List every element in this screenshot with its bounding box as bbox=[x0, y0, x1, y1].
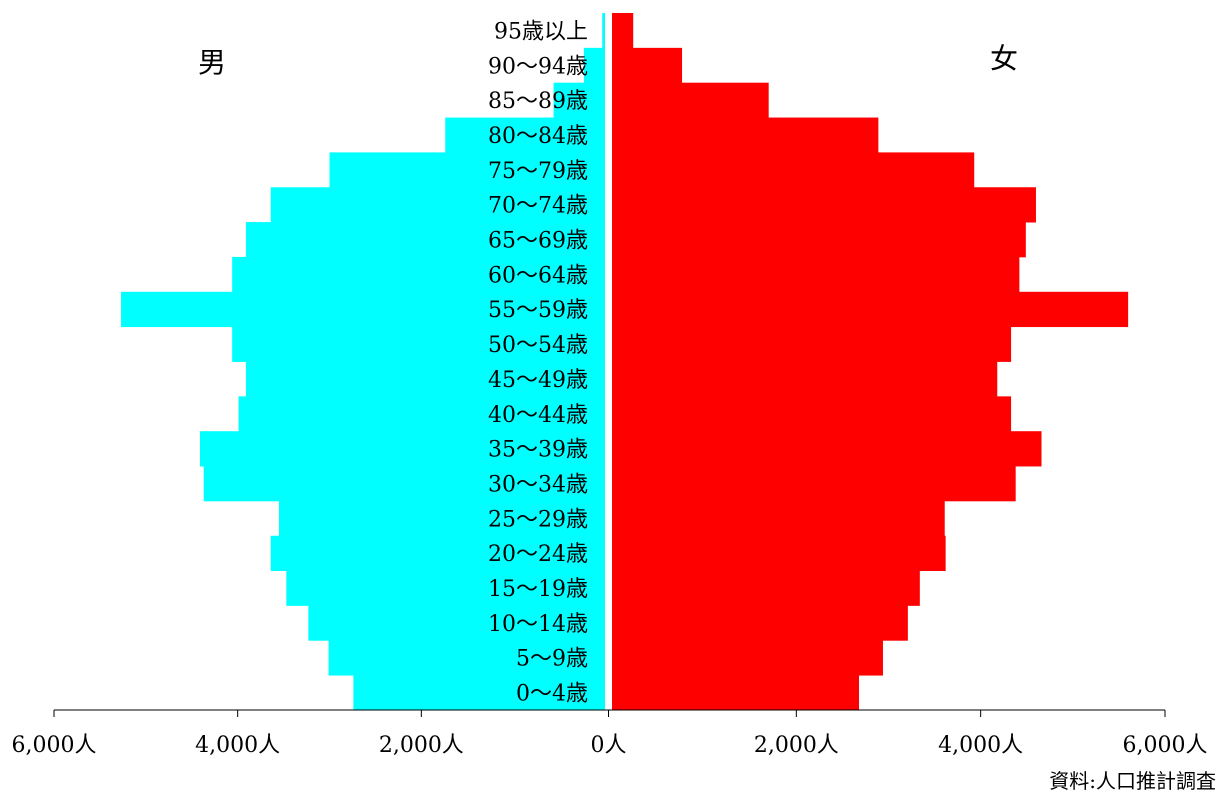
bar-male-6 bbox=[245, 222, 605, 258]
age-label-5: 70～74歳 bbox=[488, 194, 588, 219]
age-label-1: 90～94歳 bbox=[488, 54, 588, 79]
age-label-10: 45～49歳 bbox=[488, 368, 588, 393]
bar-female-15 bbox=[612, 535, 946, 571]
bar-male-2 bbox=[553, 82, 605, 118]
age-label-14: 25～29歳 bbox=[488, 507, 588, 532]
bar-male-19 bbox=[353, 675, 605, 711]
bar-male-0 bbox=[602, 13, 605, 49]
bar-female-7 bbox=[612, 256, 1020, 293]
male-bars bbox=[121, 13, 605, 711]
bar-male-9 bbox=[232, 326, 605, 362]
bar-female-18 bbox=[612, 640, 883, 676]
age-label-19: 0～4歳 bbox=[516, 682, 588, 707]
bar-female-14 bbox=[612, 500, 945, 537]
bar-male-3 bbox=[445, 117, 605, 153]
x-tick-label-3: 0人 bbox=[591, 733, 627, 758]
age-label-3: 80～84歳 bbox=[488, 124, 588, 149]
source-note: 資料:人口推計調査 bbox=[1049, 769, 1216, 793]
x-tick-label-2: 2,000人 bbox=[379, 733, 464, 758]
bar-female-6 bbox=[612, 222, 1026, 258]
bar-female-2 bbox=[612, 82, 769, 118]
bar-male-10 bbox=[245, 361, 605, 397]
legend-male: 男 bbox=[198, 46, 226, 79]
age-label-12: 35～39歳 bbox=[488, 438, 588, 463]
x-axis: 6,000人 4,000人 2,000人 0人 2,000人 4,000人 6,000人 bbox=[12, 709, 1208, 758]
x-tick-label-5: 4,000人 bbox=[938, 733, 1023, 758]
bar-female-19 bbox=[612, 675, 860, 711]
bar-male-7 bbox=[232, 256, 605, 293]
age-label-8: 55～59歳 bbox=[488, 298, 588, 323]
x-tick-label-0: 6,000人 bbox=[12, 733, 97, 758]
bar-female-12 bbox=[612, 431, 1042, 467]
age-label-16: 15～19歳 bbox=[488, 577, 588, 602]
bar-female-13 bbox=[612, 466, 1016, 502]
bar-male-1 bbox=[583, 47, 605, 84]
age-group-labels: 95歳以上 90～94歳 85～89歳 80～84歳 75～79歳 70～74歳 65～69… bbox=[488, 19, 588, 706]
x-tick-label-4: 2,000人 bbox=[754, 733, 839, 758]
bar-female-4 bbox=[612, 152, 975, 188]
age-label-2: 85～89歳 bbox=[488, 89, 588, 114]
bar-male-8 bbox=[121, 291, 605, 328]
legend-female: 女 bbox=[990, 42, 1018, 75]
bar-female-5 bbox=[612, 187, 1036, 223]
age-label-18: 5～9歳 bbox=[516, 647, 588, 672]
x-tick-label-1: 4,000人 bbox=[195, 733, 280, 758]
bar-male-13 bbox=[203, 466, 605, 502]
bar-male-12 bbox=[200, 431, 605, 467]
bar-male-18 bbox=[328, 640, 605, 676]
bar-male-4 bbox=[329, 152, 605, 188]
age-label-0: 95歳以上 bbox=[494, 19, 588, 44]
bar-male-14 bbox=[278, 500, 605, 537]
age-label-17: 10～14歳 bbox=[488, 612, 588, 637]
female-bars bbox=[612, 13, 1129, 711]
age-label-13: 30～34歳 bbox=[488, 472, 588, 497]
x-tick-label-6: 6,000人 bbox=[1123, 733, 1208, 758]
bar-male-16 bbox=[286, 570, 605, 606]
bar-female-17 bbox=[612, 605, 908, 641]
bar-female-1 bbox=[612, 47, 683, 84]
bar-male-11 bbox=[238, 396, 605, 432]
bar-female-16 bbox=[612, 570, 920, 606]
bar-female-10 bbox=[612, 361, 998, 397]
bar-male-17 bbox=[308, 605, 605, 641]
bar-female-9 bbox=[612, 326, 1012, 362]
bar-male-15 bbox=[270, 535, 605, 571]
bar-female-3 bbox=[612, 117, 879, 153]
age-label-11: 40～44歳 bbox=[488, 403, 588, 428]
age-label-15: 20～24歳 bbox=[488, 542, 588, 567]
bar-female-8 bbox=[612, 291, 1129, 328]
age-label-6: 65～69歳 bbox=[488, 229, 588, 254]
age-label-7: 60～64歳 bbox=[488, 263, 588, 288]
age-label-4: 75～79歳 bbox=[488, 159, 588, 184]
bar-female-11 bbox=[612, 396, 1012, 432]
age-label-9: 50～54歳 bbox=[488, 333, 588, 358]
bar-female-0 bbox=[612, 13, 634, 49]
bar-male-5 bbox=[270, 187, 605, 223]
